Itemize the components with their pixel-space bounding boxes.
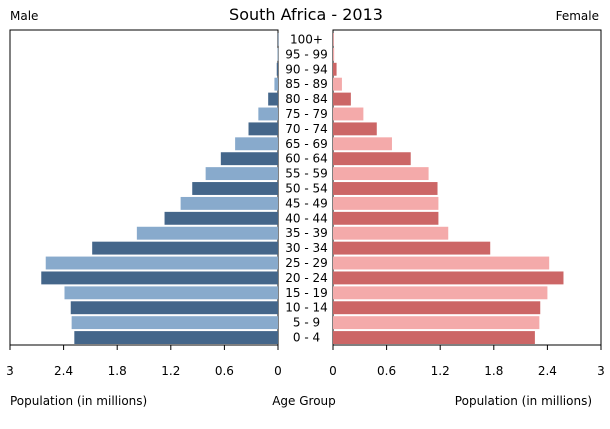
female-bar xyxy=(333,256,550,270)
male-bar xyxy=(45,256,278,270)
age-group-label: 100+ xyxy=(290,32,323,46)
age-group-label: 95 - 99 xyxy=(285,47,328,61)
male-bar xyxy=(180,196,278,210)
male-axis-label: Population (in millions) xyxy=(10,394,147,408)
female-bar xyxy=(333,47,335,61)
age-group-label: 60 - 64 xyxy=(285,152,328,166)
male-bar xyxy=(258,107,278,121)
age-group-label: 65 - 69 xyxy=(285,137,328,151)
male-tick-label: 2.4 xyxy=(54,364,73,378)
male-tick-label: 0 xyxy=(274,364,282,378)
male-bars xyxy=(41,33,279,344)
age-group-label: 40 - 44 xyxy=(285,211,328,225)
age-group-label: 70 - 74 xyxy=(285,122,328,136)
female-tick-label: 0.6 xyxy=(377,364,396,378)
male-tick-label: 3 xyxy=(6,364,14,378)
male-bar xyxy=(205,167,278,181)
female-tick-label: 1.2 xyxy=(431,364,450,378)
male-bar xyxy=(41,271,279,285)
age-group-label: 10 - 14 xyxy=(285,301,328,315)
male-axis-ticks: 3 2.4 1.8 1.2 0.6 0 xyxy=(6,345,282,378)
female-tick-label: 3 xyxy=(597,364,605,378)
male-panel-label: Male xyxy=(10,9,38,23)
male-bar xyxy=(268,92,278,106)
female-bar xyxy=(333,301,541,315)
male-bar xyxy=(277,33,279,46)
male-bar xyxy=(71,316,278,330)
age-group-label: 55 - 59 xyxy=(285,167,328,181)
female-bar xyxy=(333,182,438,195)
male-bar xyxy=(136,226,278,240)
female-bar xyxy=(333,137,392,151)
female-bar xyxy=(333,286,548,300)
female-bar xyxy=(333,33,334,46)
age-group-axis-label: Age Group xyxy=(272,394,336,408)
male-bar xyxy=(192,182,278,195)
female-panel-label: Female xyxy=(556,9,599,23)
chart-title: South Africa - 2013 xyxy=(229,5,383,24)
age-group-label: 15 - 19 xyxy=(285,286,328,300)
male-tick-label: 1.2 xyxy=(161,364,180,378)
male-bar xyxy=(74,331,278,344)
female-bar xyxy=(333,316,540,330)
age-group-label: 90 - 94 xyxy=(285,62,328,76)
female-bar xyxy=(333,92,351,106)
female-bar xyxy=(333,62,337,76)
female-bar xyxy=(333,241,491,255)
female-bars xyxy=(333,33,564,344)
male-bar xyxy=(235,137,278,151)
age-group-label: 45 - 49 xyxy=(285,196,328,210)
age-group-label: 30 - 34 xyxy=(285,241,328,255)
male-bar xyxy=(276,62,278,76)
age-group-label: 85 - 89 xyxy=(285,77,328,91)
male-bar xyxy=(277,47,279,61)
female-bar xyxy=(333,107,364,121)
female-axis-label: Population (in millions) xyxy=(455,394,592,408)
age-group-label: 35 - 39 xyxy=(285,226,328,240)
female-tick-label: 0 xyxy=(329,364,337,378)
male-tick-label: 1.8 xyxy=(108,364,127,378)
age-group-label: 50 - 54 xyxy=(285,182,328,196)
female-bar xyxy=(333,122,377,136)
female-tick-label: 2.4 xyxy=(538,364,557,378)
age-group-label: 20 - 24 xyxy=(285,271,328,285)
female-bar xyxy=(333,167,429,181)
male-bar xyxy=(70,301,278,315)
female-bar xyxy=(333,271,564,285)
male-bar xyxy=(64,286,278,300)
female-bar xyxy=(333,226,449,240)
age-group-label: 75 - 79 xyxy=(285,107,328,121)
age-group-label: 5 - 9 xyxy=(293,316,320,330)
female-bar xyxy=(333,196,439,210)
male-bar xyxy=(92,241,278,255)
female-tick-label: 1.8 xyxy=(484,364,503,378)
female-bar xyxy=(333,152,411,166)
male-bar xyxy=(274,77,278,91)
female-bar xyxy=(333,211,439,225)
age-group-label: 25 - 29 xyxy=(285,256,328,270)
female-bar xyxy=(333,77,342,91)
age-group-label: 80 - 84 xyxy=(285,92,328,106)
female-axis-ticks: 0 0.6 1.2 1.8 2.4 3 xyxy=(329,345,605,378)
male-tick-label: 0.6 xyxy=(215,364,234,378)
male-bar xyxy=(164,211,278,225)
age-group-label: 0 - 4 xyxy=(293,331,320,345)
female-bar xyxy=(333,331,535,344)
male-bar xyxy=(220,152,278,166)
male-bar xyxy=(248,122,278,136)
